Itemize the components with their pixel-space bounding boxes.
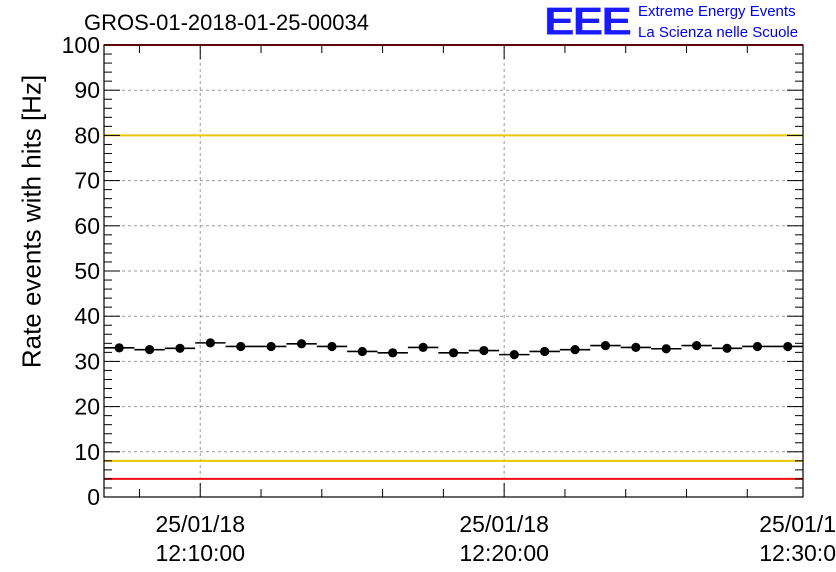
- data-point: [357, 346, 367, 357]
- y-tick-label: 70: [74, 168, 100, 194]
- y-tick-label: 100: [62, 32, 100, 58]
- y-tick-label: 0: [87, 484, 100, 510]
- data-point: [266, 341, 276, 352]
- data-point: [479, 345, 489, 356]
- data-point: [570, 345, 580, 355]
- data-point: [418, 342, 428, 352]
- data-point: [631, 342, 641, 352]
- data-point: [448, 348, 459, 358]
- data-point: [509, 350, 519, 360]
- data-point: [144, 345, 155, 355]
- data-point: [175, 343, 185, 353]
- x-tick-date: 25/01/18: [459, 511, 549, 537]
- data-point: [600, 340, 611, 351]
- data-point: [692, 340, 702, 351]
- y-tick-label: 40: [74, 303, 100, 329]
- y-tick-label: 90: [74, 77, 100, 103]
- data-point: [296, 339, 307, 349]
- x-tick-time: 12:20:00: [459, 540, 549, 566]
- x-tick-date: 25/01/1: [759, 511, 836, 537]
- data-point: [752, 341, 763, 352]
- data-point: [783, 341, 793, 352]
- data-point: [540, 346, 550, 357]
- data-point: [722, 343, 732, 353]
- y-tick-label: 80: [74, 122, 100, 148]
- x-tick-date: 25/01/18: [155, 511, 245, 537]
- y-tick-labels: 0 10 20 30 40 50 60 70 80 90 100: [62, 32, 100, 510]
- axes: [103, 44, 804, 498]
- y-tick-label: 60: [74, 213, 100, 239]
- logo-line-2: La Scienza nelle Scuole: [638, 24, 799, 41]
- grid-lines: [104, 45, 803, 497]
- x-tick-time: 12:10:00: [155, 540, 245, 566]
- chart-title: GROS-01-2018-01-25-00034: [84, 10, 369, 35]
- y-tick-label: 30: [74, 348, 100, 374]
- y-axis-label: Rate events with hits [Hz]: [16, 74, 47, 369]
- data-point: [661, 344, 671, 354]
- data-point: [114, 343, 124, 353]
- y-tick-label: 50: [74, 258, 100, 284]
- x-tick-label: 25/01/18 12:10:00: [155, 510, 245, 568]
- x-tick-time: 12:30:0: [759, 540, 836, 566]
- data-point: [388, 348, 398, 358]
- y-tick-label: 20: [74, 394, 100, 420]
- logo-line-1: Extreme Energy Events: [638, 3, 796, 20]
- data-point: [327, 341, 337, 352]
- data-point: [236, 341, 246, 352]
- reference-lines: [104, 44, 803, 480]
- x-tick-label: 25/01/1 12:30:0: [759, 510, 836, 568]
- data-points: [104, 338, 803, 360]
- y-tick-label: 10: [74, 439, 100, 465]
- eee-logo-mark: EEE: [544, 0, 632, 44]
- x-tick-label: 25/01/18 12:20:00: [459, 510, 549, 568]
- data-point: [205, 338, 215, 348]
